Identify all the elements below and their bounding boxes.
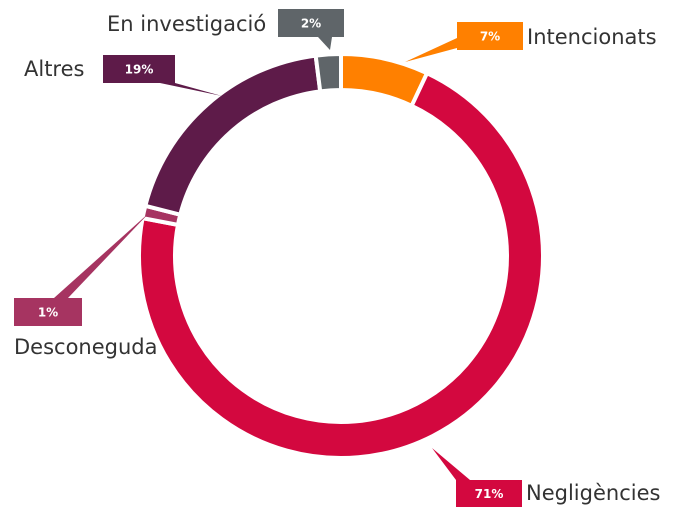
category-label: En investigació (107, 12, 266, 36)
leader (54, 212, 150, 298)
label-box (457, 22, 523, 50)
value-label: 19% (125, 63, 154, 77)
leader (405, 38, 457, 62)
label-box (103, 55, 175, 83)
value-label: 71% (475, 487, 504, 501)
label-box (14, 298, 82, 326)
leader (432, 448, 470, 480)
value-label: 2% (301, 17, 321, 31)
value-label: 1% (38, 306, 58, 320)
category-label: Desconeguda (14, 335, 158, 359)
category-label: Altres (24, 57, 84, 81)
category-label: Intencionats (527, 25, 657, 49)
donut-slice (313, 51, 343, 94)
label-box (278, 9, 344, 37)
donut-slice (137, 70, 545, 460)
leader (318, 37, 332, 50)
label-box (456, 480, 522, 507)
category-label: Negligències (526, 481, 660, 505)
value-label: 7% (480, 30, 500, 44)
leader (160, 83, 222, 96)
